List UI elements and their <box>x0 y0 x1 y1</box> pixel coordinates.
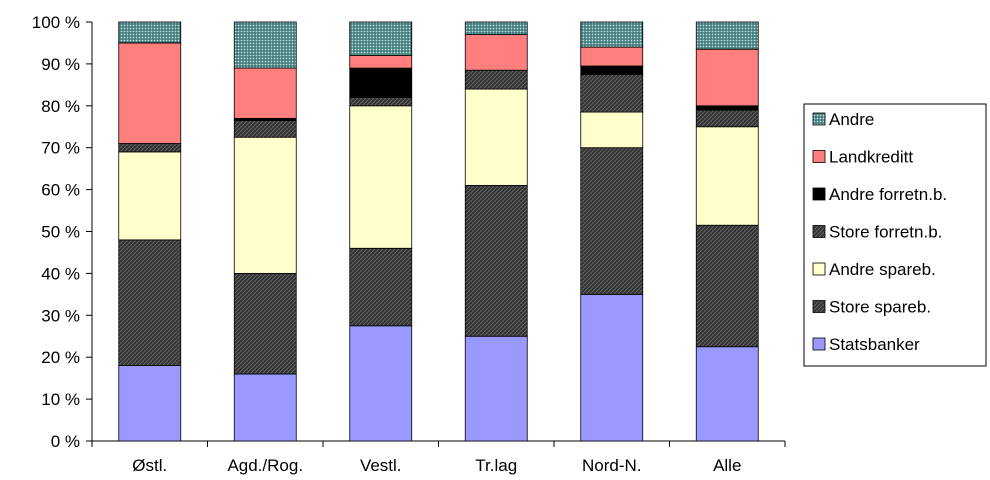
bar-segment-andre <box>580 21 644 48</box>
bar-segment-landkreditt <box>464 34 528 71</box>
x-tick-label: Nord-N. <box>582 456 642 475</box>
legend-swatch-andre-forretn-b <box>812 187 826 201</box>
bar-segment-landkreditt <box>118 42 182 144</box>
bar-segment-statsbanker <box>118 365 182 442</box>
legend-swatch-store-spareb <box>812 300 826 313</box>
bar-segment-andre-spareb <box>464 88 528 186</box>
bar-segment-store-spareb <box>464 185 528 337</box>
x-tick-label: Alle <box>713 456 741 475</box>
y-tick-label: 70 % <box>41 139 80 158</box>
y-tick-label: 20 % <box>41 348 80 367</box>
bar-segment-store-forretn-b <box>464 69 528 90</box>
legend-label-landkreditt: Landkreditt <box>829 148 913 167</box>
bar-segment-statsbanker <box>580 293 644 442</box>
legend-label-store-spareb: Store spareb. <box>829 298 931 317</box>
y-tick-label: 0 % <box>51 432 80 451</box>
legend-swatch-store-forretn-b <box>812 225 826 238</box>
bar-segment-store-spareb <box>349 247 413 327</box>
bar-segment-andre <box>464 21 528 35</box>
chart-bars <box>118 21 759 442</box>
bar-segment-store-spareb <box>580 147 644 295</box>
y-tick-label: 60 % <box>41 181 80 200</box>
legend-swatch-andre-spareb <box>812 262 826 276</box>
x-tick-label: Tr.lag <box>475 456 517 475</box>
legend-label-andre-spareb: Andre spareb. <box>829 260 936 279</box>
bar-segment-andre-spareb <box>118 151 182 241</box>
legend-swatch-landkreditt <box>812 150 826 163</box>
bar-segment-store-forretn-b <box>233 120 297 138</box>
bar-segment-store-spareb <box>233 272 297 375</box>
bar-segment-andre-spareb <box>695 126 759 226</box>
bar-segment-andre <box>233 21 297 69</box>
bar-segment-andre-spareb <box>580 111 644 149</box>
bar-segment-store-spareb <box>695 224 759 348</box>
bar-segment-statsbanker <box>695 346 759 442</box>
y-tick-label: 80 % <box>41 97 80 116</box>
bar-segment-statsbanker <box>233 373 297 442</box>
y-tick-label: 50 % <box>41 223 80 242</box>
bar-segment-landkreditt <box>233 67 297 119</box>
legend-swatch-statsbanker <box>812 337 826 351</box>
bar-segment-andre-spareb <box>233 136 297 274</box>
bar-segment-statsbanker <box>464 335 528 442</box>
legend-label-andre: Andre <box>829 110 874 129</box>
bar-segment-landkreditt <box>695 48 759 107</box>
chart-legend: Andre Landkreditt Andre forretn.b. Store fo… <box>803 103 987 367</box>
legend-swatch-andre <box>812 112 826 126</box>
y-tick-label: 100 % <box>32 13 80 32</box>
bar-segment-statsbanker <box>349 325 413 442</box>
bar-segment-store-forretn-b <box>695 109 759 128</box>
bar-segment-andre-forretn-b <box>349 67 413 98</box>
x-axis-ticks: Østl. Agd./Rog. Vestl. Tr.lag Nord-N. Alle <box>91 441 786 475</box>
legend-label-store-forretn-b: Store forretn.b. <box>829 223 942 242</box>
bar-segment-store-spareb <box>118 239 182 366</box>
y-tick-label: 30 % <box>41 306 80 325</box>
y-tick-label: 40 % <box>41 264 80 283</box>
legend-label-statsbanker: Statsbanker <box>829 335 920 354</box>
bar-segment-store-forretn-b <box>118 143 182 153</box>
bar-segment-andre-forretn-b <box>695 105 759 111</box>
legend-label-andre-forretn-b: Andre forretn.b. <box>829 185 947 204</box>
bar-segment-andre <box>695 21 759 50</box>
x-tick-label: Agd./Rog. <box>227 456 303 475</box>
bar-segment-landkreditt <box>580 46 644 67</box>
bar-segment-andre <box>349 21 413 56</box>
bar-segment-landkreditt <box>349 55 413 69</box>
y-tick-label: 90 % <box>41 55 80 74</box>
y-axis-ticks: 0 % 10 % 20 % 30 % 40 % 50 % 60 % 70 % 80 % 90 % 1… <box>32 13 92 451</box>
x-tick-label: Vestl. <box>360 456 402 475</box>
bar-segment-store-forretn-b <box>580 73 644 113</box>
bar-segment-andre-spareb <box>349 105 413 249</box>
x-tick-label: Østl. <box>132 456 167 475</box>
bar-segment-store-forretn-b <box>349 97 413 107</box>
bar-segment-andre <box>118 21 182 44</box>
y-tick-label: 10 % <box>41 390 80 409</box>
bar-segment-andre-forretn-b <box>580 65 644 75</box>
legend-box <box>803 103 987 367</box>
chart-axes <box>91 22 785 442</box>
